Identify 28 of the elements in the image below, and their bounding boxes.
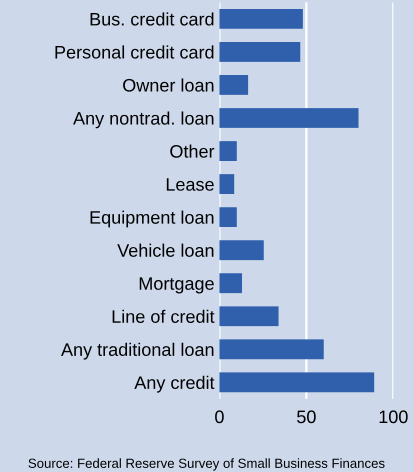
bar [219, 306, 279, 326]
bar [219, 75, 248, 95]
x-tick-label: 50 [297, 410, 316, 424]
y-tick-label: Other [170, 144, 214, 158]
bar [219, 8, 303, 29]
x-tick-label: 0 [215, 410, 224, 424]
bar [219, 174, 234, 194]
source-note: Source: Federal Reserve Survey of Small Business Finances [28, 458, 385, 471]
bar [219, 108, 359, 128]
bar [219, 273, 242, 294]
y-tick-label: Owner loan [123, 78, 214, 92]
y-tick-label: Equipment loan [90, 210, 214, 228]
y-tick-label: Bus. credit card [90, 12, 214, 26]
bar [219, 207, 237, 228]
y-tick-label: Lease [166, 178, 214, 191]
y-tick-label: Any traditional loan [61, 342, 214, 360]
bar [219, 141, 237, 161]
y-tick-label: Any nontrad. loan [73, 111, 214, 128]
y-tick-label: Mortgage [140, 277, 214, 294]
x-tick-label: 100 [380, 410, 408, 424]
bar [219, 339, 324, 360]
y-tick-label: Any credit [134, 376, 214, 393]
bar [219, 240, 264, 260]
y-tick-label: Line of credit [112, 310, 214, 323]
bar [219, 372, 374, 392]
bar [219, 42, 300, 62]
y-tick-label: Personal credit card [55, 45, 214, 59]
y-tick-label: Vehicle loan [117, 244, 214, 257]
